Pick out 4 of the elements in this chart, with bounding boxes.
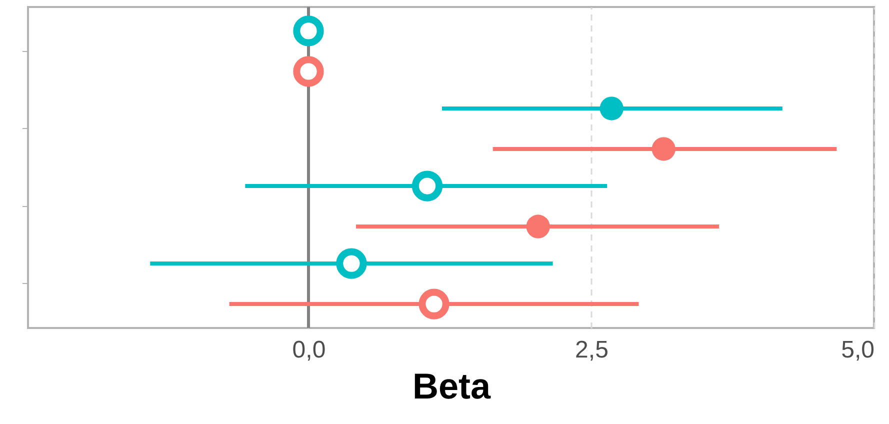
x-axis-title: Beta (412, 366, 492, 406)
x-tick-label: 2,5 (575, 336, 608, 364)
x-tick-label: 0,0 (292, 336, 326, 364)
x-tick-label: 5,0 (841, 336, 874, 364)
